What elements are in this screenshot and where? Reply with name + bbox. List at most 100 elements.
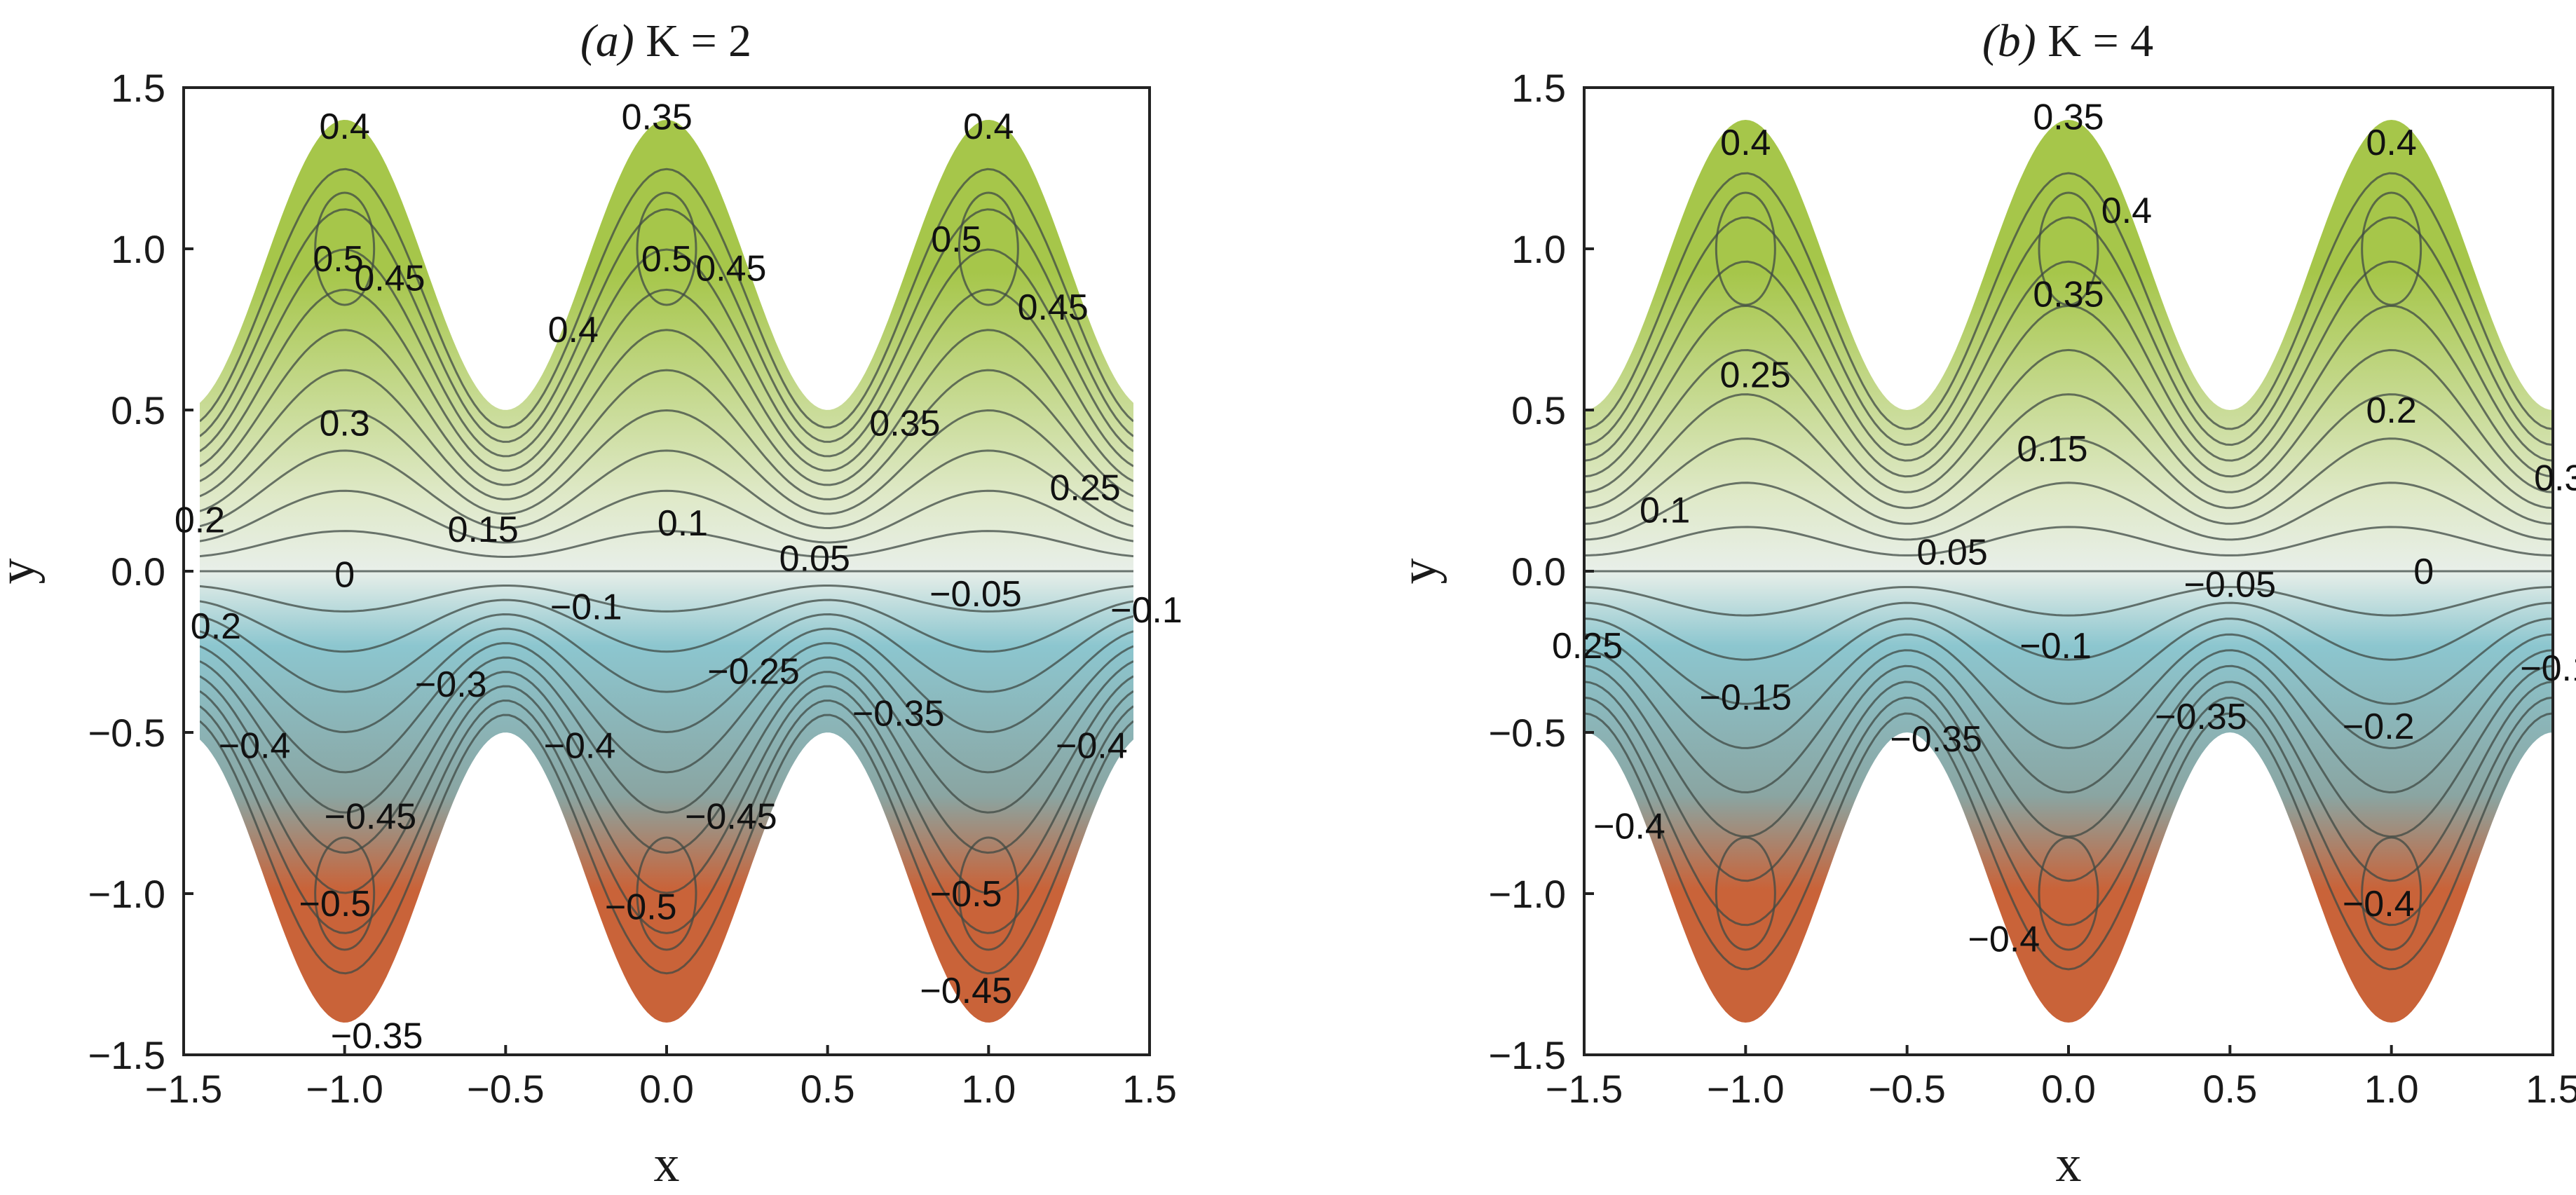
panel-b-contour-label-17: −0.35 [1890, 719, 1982, 760]
panel-a-contour-label-4: 0.45 [354, 258, 425, 299]
panel-a-contour-label-33: −0.45 [920, 971, 1012, 1011]
panel-b-contour-label-12: −0.05 [2184, 564, 2277, 605]
panel-a-contour-lines [200, 168, 1133, 975]
panel-b-core-top-1 [2038, 191, 2099, 306]
panel-a-x-tick-label-3: 0.0 [639, 1067, 694, 1111]
panel-a-contour-line-16 [200, 329, 1133, 486]
panel-a-contour-label-21: 0.2 [191, 606, 241, 647]
panel-a-contour-labels: 0.4 0.35 0.40.50.45 0.5 0.450.50.450.40.3 0.3… [175, 97, 1183, 1056]
panel-a-contour-line-7 [200, 613, 1133, 693]
panel-a-y-tick-label-1: 1.0 [111, 227, 165, 271]
panel-b-core-bottom-1 [2038, 836, 2099, 951]
panel-a-y-tick-label-2: 0.5 [111, 388, 165, 432]
panel-b-contour-line-7 [1584, 601, 2553, 661]
panel-b-core-bottom-0 [1715, 836, 1776, 951]
panel-b-contour-line-0 [1584, 712, 2553, 971]
panel-a-x-tick-label-0: −1.5 [145, 1067, 223, 1111]
panel-a-contour-line-20 [200, 168, 1133, 429]
panel-b-contour-label-21: −0.4 [1968, 919, 2040, 960]
panel-a-contour-line-6 [200, 627, 1133, 734]
panel-a-core-top-0 [314, 191, 376, 306]
panel-b-contour-label-9: 0.3 [2534, 458, 2576, 499]
panel-b-contour-label-4: 0.35 [2033, 274, 2104, 315]
panel-a-title-main: K = 2 [634, 15, 751, 67]
panel-b-contour-line-2 [1584, 681, 2553, 882]
panel-a-contour-label-3: 0.5 [313, 239, 363, 280]
panel-b-contour-label-20: −0.4 [1593, 806, 1665, 847]
panel-b-contour-line-6 [1584, 617, 2553, 705]
panel-b-y-tick-label-0: 1.5 [1511, 66, 1566, 110]
panel-b-contour-line-8 [1584, 586, 2553, 617]
panel-b-y-tick-label-1: 1.0 [1511, 227, 1566, 271]
panel-a-title: (a) K = 2 [580, 15, 751, 67]
panel-a-core-bottom-0 [314, 836, 376, 951]
panel-b-contour-line-14 [1584, 348, 2553, 493]
panel-a-x-tick-label-6: 1.5 [1122, 1067, 1177, 1111]
panel-a-core-bottom-1 [636, 836, 697, 951]
panel-a-y-tick-label-0: 1.5 [111, 66, 165, 110]
panel-a-contour-line-4 [200, 656, 1133, 814]
panel-a-contour-label-20: −0.1 [1110, 590, 1183, 631]
panel-a-contour-label-31: −0.5 [605, 887, 677, 927]
panel-b-y-tick-label-2: 0.5 [1511, 388, 1566, 432]
panel-b-y-tick-label-3: 0.0 [1511, 549, 1566, 594]
panel-a-contour-line-9 [200, 585, 1133, 613]
panel-b-contour-label-1: 0.35 [2033, 97, 2104, 137]
panel-b-contour-line-4 [1584, 649, 2553, 794]
panel-a-contour-line-3 [200, 671, 1133, 854]
panel-a-core-top-1 [636, 191, 697, 306]
panel-b-contour-line-13 [1584, 393, 2553, 510]
panel-b-contour-label-7: 0.15 [2017, 429, 2087, 470]
panel-a-contour-line-12 [200, 489, 1133, 544]
panel-a-contour-label-19: −0.1 [550, 587, 622, 628]
panel-b-contour-label-0: 0.4 [1720, 123, 1771, 163]
panel-a-contour-label-15: 0.1 [657, 503, 708, 544]
panel-b-contour-label-19: −0.2 [2343, 706, 2415, 747]
panel-a-contour-line-19 [200, 208, 1133, 443]
panel-b-x-tick-label-1: −1.0 [1707, 1067, 1785, 1111]
panel-b-core-top-2 [2361, 191, 2422, 306]
panel-b-contour-line-1 [1584, 696, 2553, 927]
panel-a-contour-line-2 [200, 685, 1133, 894]
panel-a-x-axis-label: x [654, 1135, 680, 1193]
panel-a-contour-label-7: 0.5 [931, 219, 981, 260]
panel-a-contour-line-1 [200, 699, 1133, 934]
panel-a-contour-label-10: 0.3 [320, 403, 370, 444]
panel-a-contour-label-32: −0.5 [930, 874, 1002, 915]
panel-a-contour-label-1: 0.35 [622, 97, 693, 137]
panel-a-contour-label-0: 0.4 [320, 107, 370, 147]
panel-a-contour-label-25: −0.4 [219, 725, 291, 766]
panel-a-contour-label-24: −0.35 [852, 693, 945, 734]
panel-b: (b) K = 4 −1.5 −1.0 −0.5 0.0 0.5 1.0 1.5 1.5 1.0… [1390, 15, 2576, 1193]
panel-b-x-axis-label: x [2056, 1135, 2082, 1193]
panel-a-contour-line-18 [200, 248, 1133, 458]
panel-a-contour-label-29: −0.45 [685, 797, 777, 838]
panel-b-y-tick-label-5: −1.0 [1488, 872, 1566, 916]
panel-b-contour-labels: 0.4 0.35 0.4 0.4 0.35 0.25 0.2 0.15 0.1 0.3 0.05 0 −… [1552, 97, 2576, 960]
panel-a-y-axis-label: y [0, 559, 46, 585]
panel-a-y-tick-label-6: −1.5 [88, 1033, 165, 1077]
panel-a-core-bottom-2 [958, 836, 1019, 951]
panel-b-contour-label-18: −0.35 [2155, 697, 2247, 737]
panel-b-contour-label-16: −0.15 [1700, 677, 1792, 718]
panel-b-contour-line-12 [1584, 437, 2553, 525]
panel-a-contour-label-30: −0.5 [299, 884, 372, 924]
panel-b-contour-line-11 [1584, 482, 2553, 541]
panel-a: (a) K = 2 −1.5 −1.0 −0.5 0.0 0.5 1.0 1.5 1.5 1.0… [0, 15, 1183, 1193]
panel-b-y-tick-label-4: −0.5 [1488, 711, 1566, 755]
panel-b-title: (b) K = 4 [1982, 15, 2153, 67]
panel-b-contour-label-11: 0 [2413, 552, 2434, 592]
panel-b-contour-label-6: 0.2 [2366, 390, 2417, 431]
panel-b-x-tick-label-5: 1.0 [2364, 1067, 2419, 1111]
panel-b-contour-label-22: −0.4 [2343, 884, 2415, 924]
panel-a-x-tick-label-4: 0.5 [800, 1067, 855, 1111]
panel-b-y-axis-label: y [1390, 559, 1447, 585]
panel-a-contour-line-15 [200, 369, 1133, 500]
panel-b-contour-lines [1584, 172, 2553, 971]
panel-a-contour-line-11 [200, 530, 1133, 558]
panel-b-contour-label-15: −0.1 [2520, 648, 2576, 689]
panel-a-contour-label-22: −0.3 [415, 664, 487, 705]
panel-a-contour-label-2: 0.4 [963, 107, 1014, 147]
panel-b-x-tick-label-0: −1.5 [1546, 1067, 1623, 1111]
